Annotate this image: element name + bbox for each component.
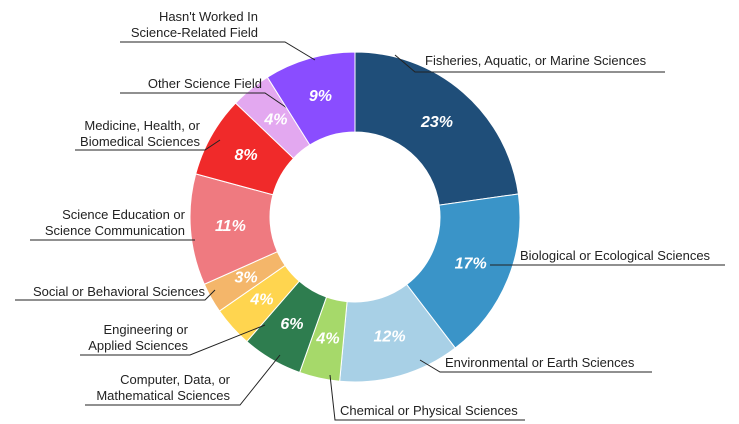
category-label: Social or Behavioral Sciences bbox=[33, 284, 205, 299]
leader-line bbox=[85, 354, 281, 406]
category-label: Engineering or Applied Sciences bbox=[88, 322, 188, 353]
slice-label: 11% bbox=[215, 218, 246, 235]
category-label: Medicine, Health, or Biomedical Sciences bbox=[80, 118, 200, 149]
slice-label: 9% bbox=[309, 88, 332, 105]
slice-label: 23% bbox=[420, 114, 453, 131]
slice-label: 4% bbox=[315, 330, 339, 347]
leader-line bbox=[120, 92, 291, 111]
slice-label: 8% bbox=[235, 147, 258, 164]
category-label: Biological or Ecological Sciences bbox=[520, 248, 711, 263]
category-label: Hasn't Worked In Science-Related Field bbox=[130, 9, 258, 40]
slice-label: 4% bbox=[263, 111, 287, 128]
slice-label: 3% bbox=[235, 270, 258, 287]
category-label: Other Science Field bbox=[147, 76, 262, 91]
category-label: Science Education or Science Communicati… bbox=[44, 207, 185, 238]
category-label: Chemical or Physical Sciences bbox=[340, 403, 518, 418]
leader-line bbox=[120, 41, 316, 61]
slice-label: 17% bbox=[455, 256, 487, 273]
leader-line bbox=[329, 374, 525, 421]
slice-label: 6% bbox=[280, 316, 303, 333]
slice-label: 12% bbox=[374, 328, 406, 345]
category-label: Fisheries, Aquatic, or Marine Sciences bbox=[425, 53, 647, 68]
donut-slice bbox=[405, 193, 521, 349]
category-label: Environmental or Earth Sciences bbox=[445, 355, 635, 370]
leader-line bbox=[15, 289, 216, 301]
leader-line bbox=[419, 359, 652, 373]
leader-line bbox=[80, 324, 266, 356]
slice-label: 4% bbox=[249, 292, 273, 309]
donut-slice bbox=[266, 51, 356, 146]
leader-line bbox=[75, 139, 221, 151]
leader-line bbox=[394, 54, 665, 73]
donut-slice bbox=[354, 51, 519, 206]
category-label: Computer, Data, or Mathematical Sciences bbox=[96, 372, 230, 403]
